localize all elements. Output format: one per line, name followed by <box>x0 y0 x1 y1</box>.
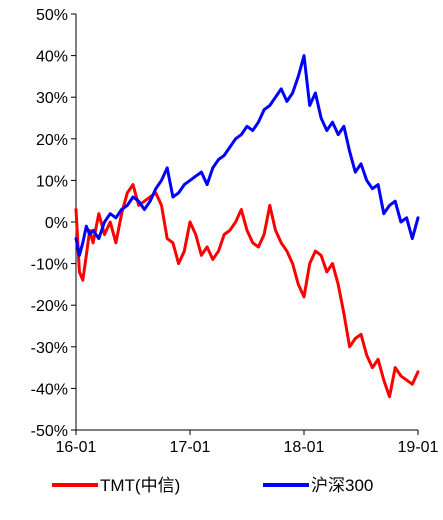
y-tick-label: -30% <box>31 340 68 357</box>
series-line-0 <box>74 183 420 399</box>
y-tick-label: 30% <box>36 90 68 107</box>
y-tick-label: -40% <box>31 381 68 398</box>
y-tick-label: -10% <box>31 257 68 274</box>
x-axis-ticks: 16-01 17-01 18-01 19-01 <box>56 430 439 456</box>
legend-label: TMT(中信) <box>100 476 180 495</box>
y-tick-label: 50% <box>36 7 68 24</box>
legend: TMT(中信) 沪深300 <box>52 476 373 495</box>
x-tick-label: 17-01 <box>170 439 211 456</box>
chart-axes <box>75 14 418 431</box>
y-tick-label: -50% <box>31 423 68 440</box>
y-tick-label: 20% <box>36 132 68 149</box>
x-tick-label: 18-01 <box>284 439 325 456</box>
series-layer <box>74 54 420 399</box>
y-tick-label: 40% <box>36 49 68 66</box>
x-tick-label: 16-01 <box>56 439 97 456</box>
legend-label: 沪深300 <box>311 476 373 495</box>
legend-item-1: 沪深300 <box>263 476 373 495</box>
y-tick-label: 0% <box>45 215 68 232</box>
y-tick-label: 10% <box>36 173 68 190</box>
series-line-1 <box>74 54 420 257</box>
y-axis-ticks: 50% 40% 30% 20% 10% 0% -10% -20% -30% -40% -50% <box>31 7 76 440</box>
x-tick-label: 19-01 <box>398 439 439 456</box>
legend-item-0: TMT(中信) <box>52 476 180 495</box>
y-tick-label: -20% <box>31 298 68 315</box>
